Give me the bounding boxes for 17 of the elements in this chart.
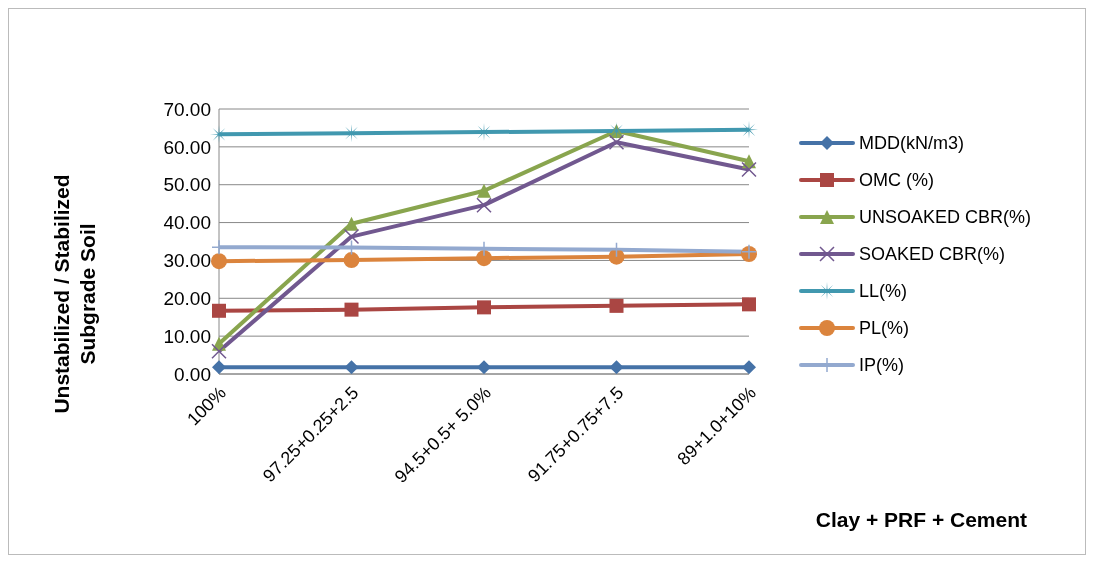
y-tick-label: 10.00 — [163, 325, 211, 347]
y-tick-label: 20.00 — [163, 288, 211, 310]
legend-label: LL(%) — [859, 280, 908, 302]
legend-label: UNSOAKED CBR(%) — [859, 206, 1032, 228]
legend-label: MDD(kN/m3) — [859, 132, 964, 154]
legend-label: PL(%) — [859, 317, 910, 339]
y-tick-label: 40.00 — [163, 212, 211, 234]
legend-label: IP(%) — [859, 354, 904, 376]
legend-label: SOAKED CBR(%) — [859, 243, 1006, 265]
x-axis-title: Clay + PRF + Cement — [815, 508, 1027, 532]
y-tick-label: 60.00 — [163, 136, 211, 158]
legend-label: OMC (%) — [859, 169, 934, 191]
y-tick-label: 30.00 — [163, 250, 211, 272]
y-tick-label: 70.00 — [163, 98, 211, 120]
y-tick-label: 0.00 — [174, 363, 211, 385]
y-axis-title: Unstabilized / Stabilized Subgrade Soil — [49, 173, 100, 416]
y-tick-label: 50.00 — [163, 174, 211, 196]
